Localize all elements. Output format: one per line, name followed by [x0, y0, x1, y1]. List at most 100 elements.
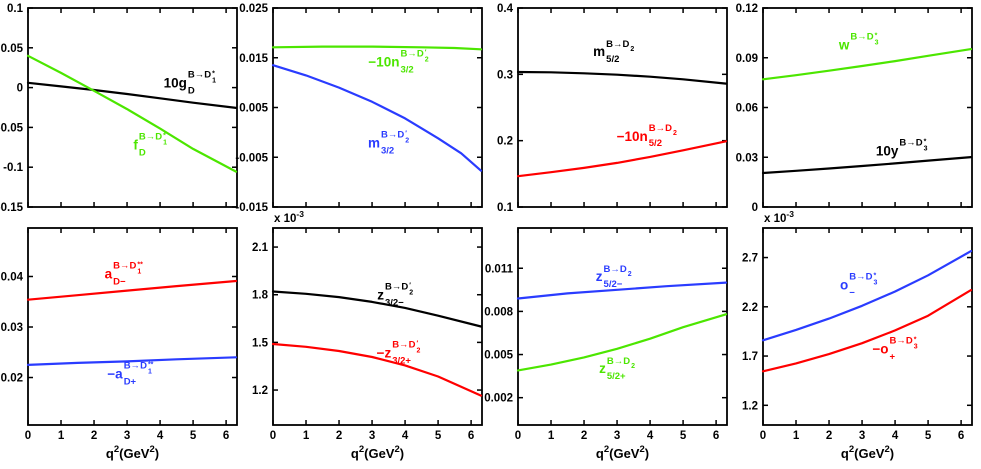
- curve--10n-3-2-b-d2-: [271, 45, 483, 51]
- x-tick-label: 4: [892, 430, 899, 442]
- y-tick-label: 0.3: [497, 69, 513, 81]
- curve-f-d-b-d1-: [26, 54, 238, 173]
- subplot-top-2: 0.025 0.015 0.005 -0.005 -0.015: [235, 3, 483, 214]
- y-tick-label: -0.15: [0, 202, 24, 214]
- subplot-top-4: 0.12 0.09 0.06 0.03 0: [736, 3, 973, 214]
- curve-z-5-2-b-d2-: [516, 313, 728, 372]
- y-tick-label: 1.7: [742, 351, 758, 363]
- axes-box: [272, 227, 483, 426]
- y-tick-label: 0: [752, 202, 758, 214]
- y-multiplier-label: x 10-3: [274, 209, 304, 225]
- y-tick-label: 1.8: [252, 290, 269, 302]
- subplot-top-3: 0.4 0.3 0.2 0.1: [497, 3, 728, 214]
- y-tick-label: 0.008: [484, 306, 513, 318]
- x-tick-label: 0: [270, 430, 276, 442]
- y-tick-label: 0.2: [497, 136, 513, 148]
- y-tick-label: 0.09: [736, 53, 758, 65]
- x-tick-label: 2: [91, 430, 97, 442]
- curve-z-3-2-b-d2-: [271, 290, 483, 328]
- x-tick-label: 3: [369, 430, 375, 442]
- x-tick-label: 2: [336, 430, 342, 442]
- y-tick-label: -0.005: [235, 152, 268, 164]
- axes-box: [27, 7, 238, 208]
- y-tick-label: 0.02: [1, 373, 23, 385]
- y-multiplier-label: x 10-3: [764, 209, 794, 225]
- x-tick-label: 4: [402, 430, 409, 442]
- curve-a-d-b-d1-: [26, 279, 238, 301]
- y-tick-label: -0.05: [0, 122, 24, 134]
- y-tick-label: 1.2: [742, 400, 758, 412]
- x-tick-label: 6: [223, 430, 229, 442]
- x-tick-label: 1: [58, 430, 65, 442]
- subplot-bottom-1: 0 1 2 3 4 5 6 0.04 0.03 0.02 q2(GeV2): [1, 227, 238, 461]
- subplot-bottom-4: 0 1 2 3 4 5 6 2.7 2.2 1.7 1.2 x 10-3 q2(GeV2): [742, 209, 973, 461]
- y-tick-label: 0.015: [239, 53, 268, 65]
- x-axis-label: q2(GeV2): [106, 444, 159, 461]
- axes-box: [762, 7, 973, 208]
- y-tick-label: 2.2: [742, 302, 758, 314]
- x-tick-label: 3: [859, 430, 865, 442]
- curve-10g-d-b-d1-: [26, 81, 238, 110]
- axes-box: [517, 227, 728, 426]
- y-tick-label: 0.025: [239, 3, 268, 15]
- x-tick-label: 2: [581, 430, 587, 442]
- curve--10n-5-2-b-d2-: [516, 140, 728, 178]
- x-axis-label: q2(GeV2): [596, 444, 649, 461]
- y-tick-label: 0.002: [484, 393, 513, 405]
- x-tick-label: 4: [647, 430, 654, 442]
- y-tick-label: 0.12: [736, 3, 758, 15]
- y-tick-label: 0.1: [7, 3, 24, 15]
- y-tick-label: 0.03: [1, 322, 23, 334]
- y-tick-label: -0.015: [235, 202, 268, 214]
- curve-z-5-2-b-d2-: [516, 281, 728, 300]
- curve-o-b-d3-: [761, 250, 973, 342]
- x-tick-label: 0: [515, 430, 521, 442]
- axes-box: [517, 7, 728, 208]
- y-tick-label: 0.1: [497, 202, 514, 214]
- curve-m-5-2-b-d2-: [516, 70, 728, 85]
- x-axis-label: q2(GeV2): [841, 444, 894, 461]
- y-tick-label: 1.5: [252, 337, 269, 349]
- curve-m-3-2-b-d2-: [271, 64, 483, 172]
- axes-box: [272, 7, 483, 208]
- x-tick-label: 5: [680, 430, 687, 442]
- x-tick-label: 2: [826, 430, 832, 442]
- x-tick-label: 3: [614, 430, 620, 442]
- x-axis-label: q2(GeV2): [351, 444, 404, 461]
- y-tick-label: 0.04: [1, 271, 24, 283]
- curve-10y-b-d3-: [761, 156, 973, 175]
- subplot-top-1: 0.1 0.05 0 -0.05 -0.1 -0.15: [0, 3, 238, 214]
- y-tick-label: -0.1: [3, 162, 23, 174]
- y-tick-label: 0.05: [1, 43, 24, 55]
- subplot-bottom-3: 0 1 2 3 4 5 6 0.011 0.008 0.005 0.002 q2(GeV2): [484, 227, 728, 461]
- y-tick-label: 2.1: [252, 242, 269, 254]
- x-tick-label: 1: [303, 430, 310, 442]
- axes-box: [27, 227, 238, 426]
- x-tick-label: 6: [713, 430, 719, 442]
- x-tick-label: 0: [760, 430, 766, 442]
- x-tick-label: 5: [435, 430, 442, 442]
- curve--a-d-b-d1-: [26, 356, 238, 366]
- y-tick-label: 1.2: [252, 385, 268, 397]
- x-tick-label: 0: [25, 430, 31, 442]
- y-tick-label: 0.03: [736, 152, 758, 164]
- curve-w-b-d3-: [761, 47, 973, 81]
- axes-box: [762, 227, 973, 426]
- x-tick-label: 3: [124, 430, 130, 442]
- y-tick-label: 0.005: [484, 350, 513, 362]
- y-tick-label: 2.7: [742, 253, 758, 265]
- x-tick-label: 5: [190, 430, 197, 442]
- x-tick-label: 1: [793, 430, 800, 442]
- x-tick-label: 6: [958, 430, 964, 442]
- y-tick-label: 0: [17, 83, 23, 95]
- y-tick-label: 0.06: [736, 103, 758, 115]
- y-tick-label: 0.011: [485, 263, 514, 275]
- y-tick-label: 0.005: [239, 103, 268, 115]
- x-tick-label: 4: [157, 430, 164, 442]
- y-tick-label: 0.4: [497, 3, 514, 15]
- x-tick-label: 6: [468, 430, 474, 442]
- subplot-bottom-2: 0 1 2 3 4 5 6 2.1 1.8 1.5 1.2 x 10-3 q2(GeV2): [252, 209, 483, 461]
- curve--o-b-d3-: [761, 289, 973, 373]
